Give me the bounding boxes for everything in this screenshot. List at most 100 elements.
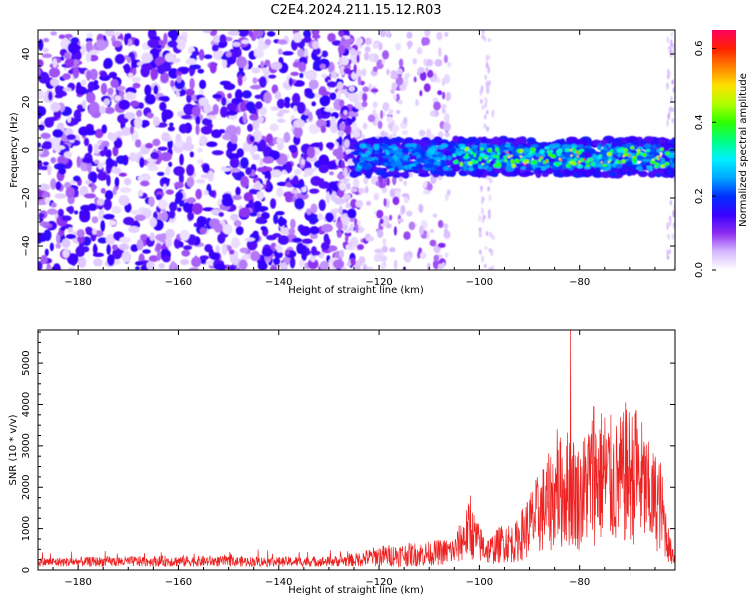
spectrogram-cell <box>418 172 431 178</box>
spectrogram-cell <box>444 252 449 258</box>
spectrogram-cell <box>169 201 178 212</box>
spectrogram-cell <box>514 136 526 144</box>
spectrogram-cell <box>106 174 111 187</box>
spectrogram-cell <box>638 166 643 172</box>
spectrogram-cell <box>145 142 154 149</box>
spectrogram-cell <box>284 96 291 103</box>
spectrogram-cell <box>379 30 386 38</box>
spectrogram-cell <box>273 257 281 266</box>
spectrogram-cell <box>227 30 240 36</box>
spectrogram-cell <box>199 227 207 235</box>
spectrogram-cell <box>136 109 143 118</box>
spectrogram-y-tick-label: −40 <box>21 235 32 256</box>
spectrogram-cell <box>274 244 282 250</box>
spectrogram-cell <box>438 172 445 177</box>
spectrogram-cell <box>40 254 48 265</box>
spectrogram-cell <box>669 139 675 145</box>
spectrogram-cell <box>340 56 349 66</box>
spectrogram-cell <box>156 171 165 176</box>
spectrogram-cell <box>550 153 556 159</box>
spectrogram-cell <box>308 111 313 122</box>
spectrogram-cell <box>642 152 647 158</box>
spectrogram-cell <box>148 255 159 262</box>
spectrogram-cell <box>308 213 320 224</box>
spectrogram-cell <box>335 151 344 160</box>
spectrogram-y-tick-label: 20 <box>21 96 32 109</box>
spectrogram-cell <box>152 138 161 147</box>
spectrogram-cell <box>320 125 327 134</box>
spectrogram-cell <box>419 251 427 260</box>
spectrogram-cell <box>253 30 264 38</box>
spectrogram-cell <box>179 229 190 241</box>
spectrogram-cell <box>307 258 319 270</box>
spectrogram-cell <box>389 247 396 253</box>
spectrogram-cell <box>386 177 390 187</box>
spectrogram-cell <box>111 206 122 214</box>
spectrogram-cell <box>372 66 378 73</box>
spectrogram-cell <box>291 93 301 105</box>
spectrogram-cell <box>388 138 398 143</box>
spectrogram-cell <box>255 101 263 110</box>
spectrogram-cell <box>483 114 487 120</box>
spectrogram-cell <box>276 137 282 144</box>
spectrogram-cell <box>440 143 448 148</box>
spectrogram-cell <box>153 84 159 95</box>
spectrogram-cell <box>478 156 482 162</box>
spectrogram-cell <box>106 149 112 159</box>
spectrogram-cell <box>124 111 136 120</box>
spectrogram-cell <box>262 146 272 154</box>
spectrogram-cell <box>470 169 477 176</box>
spectrogram-cell <box>669 200 673 206</box>
spectrogram-cell <box>277 118 286 123</box>
spectrogram-cell <box>350 48 357 56</box>
spectrogram-cell <box>473 152 477 158</box>
spectrogram-cell <box>155 194 163 201</box>
spectrogram-cell <box>209 61 217 74</box>
spectrogram-x-label: Height of straight line (km) <box>288 285 424 296</box>
spectrogram-cell <box>199 79 207 90</box>
spectrogram-cell <box>315 119 327 128</box>
snr-frame <box>37 329 676 571</box>
spectrogram-cell <box>261 247 273 257</box>
spectrogram-cell <box>396 68 403 75</box>
spectrogram-cell <box>423 145 428 150</box>
spectrogram-cell <box>434 58 443 67</box>
spectrogram-cell <box>329 171 334 176</box>
spectrogram-cell <box>366 156 373 160</box>
spectrogram-cell <box>666 168 674 175</box>
spectrogram-cell <box>43 37 50 43</box>
spectrogram-cell <box>245 101 256 112</box>
spectrogram-cell <box>197 147 203 153</box>
spectrogram-cell <box>568 160 575 165</box>
spectrogram-cell <box>406 40 413 48</box>
spectrogram-cell <box>585 164 591 168</box>
spectrogram-cell <box>383 198 387 207</box>
spectrogram-cell <box>299 259 305 269</box>
spectrogram-cell <box>413 76 417 83</box>
spectrogram-cell <box>161 211 169 222</box>
spectrogram-cell <box>240 157 249 169</box>
spectrogram-cell <box>85 226 93 234</box>
spectrogram-cell <box>602 163 608 167</box>
spectrogram-cell <box>497 145 505 150</box>
spectrogram-cell <box>271 84 279 94</box>
spectrogram-cell <box>183 103 195 116</box>
spectrogram-cell <box>290 189 299 194</box>
spectrogram-cell <box>126 56 132 64</box>
spectrogram-cell <box>135 266 140 270</box>
spectrogram-cell <box>321 50 329 58</box>
spectrogram-cell <box>67 41 80 54</box>
spectrogram-cell <box>294 197 305 210</box>
spectrogram-cell <box>186 176 195 188</box>
spectrogram-cell <box>65 186 75 199</box>
spectrogram-cell <box>85 52 92 63</box>
spectrogram-cell <box>131 58 137 71</box>
spectrogram-cell <box>362 263 368 270</box>
spectrogram-cell <box>507 155 510 158</box>
spectrogram-cell <box>400 204 406 215</box>
spectrogram-cell <box>203 54 213 59</box>
spectrogram-cell <box>517 144 524 149</box>
spectrogram-cell <box>670 31 674 38</box>
spectrogram-cell <box>496 162 502 167</box>
